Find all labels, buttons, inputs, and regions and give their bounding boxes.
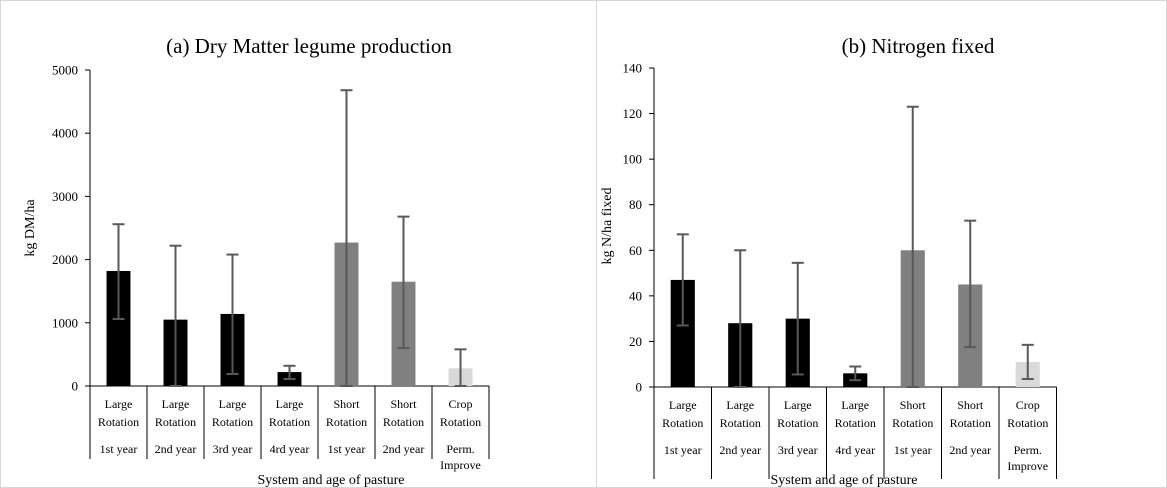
bar — [106, 270, 131, 386]
category-label: Improve — [1007, 459, 1048, 473]
y-tick-label: 3000 — [52, 189, 78, 204]
chart-nitrogen-fixed: (b) Nitrogen fixed kg N/ha fixed System an… — [600, 34, 1057, 488]
x-axis-label: System and age of pasture — [258, 473, 405, 488]
category-label: Rotation — [892, 416, 933, 430]
category-label: Improve — [440, 458, 481, 472]
category-label: Large — [162, 397, 190, 411]
category-label: 1st year — [894, 443, 932, 457]
category-label: Large — [276, 397, 304, 411]
panel-divider — [596, 0, 597, 488]
category-label: 1st year — [328, 442, 366, 456]
category-label: 4rd year — [835, 443, 875, 457]
y-tick-label: 0 — [72, 379, 79, 394]
y-tick-label: 120 — [623, 106, 643, 121]
category-label: 3rd year — [213, 442, 253, 456]
x-axis-label: System and age of pasture — [771, 473, 918, 488]
category-label: Rotation — [777, 416, 818, 430]
category-label: Large — [219, 397, 247, 411]
category-label: Rotation — [98, 415, 139, 429]
category-label: 1st year — [100, 442, 138, 456]
category-label: Rotation — [662, 416, 703, 430]
category-label: 3rd year — [778, 443, 818, 457]
category-label: Short — [957, 398, 984, 412]
category-label: 2nd year — [155, 442, 197, 456]
category-label: 2nd year — [383, 442, 425, 456]
category-label: Crop — [449, 397, 473, 411]
category-label: Perm. — [446, 442, 474, 456]
category-label: Rotation — [212, 415, 253, 429]
chart-title: (b) Nitrogen fixed — [842, 34, 995, 58]
category-label: Large — [726, 398, 754, 412]
category-label: Short — [333, 397, 360, 411]
y-tick-label: 100 — [623, 152, 643, 167]
y-tick-label: 40 — [629, 288, 642, 303]
category-label: Perm. — [1014, 443, 1042, 457]
category-label: Crop — [1016, 398, 1040, 412]
category-label: Rotation — [326, 415, 367, 429]
category-label: 2nd year — [719, 443, 761, 457]
category-label: Large — [841, 398, 869, 412]
y-tick-label: 140 — [623, 61, 643, 76]
y-tick-label: 80 — [629, 197, 642, 212]
y-tick-label: 2000 — [52, 252, 78, 267]
y-axis-label: kg DM/ha — [23, 199, 38, 257]
category-label: Short — [900, 398, 927, 412]
chart-title: (a) Dry Matter legume production — [166, 34, 452, 58]
category-label: Rotation — [720, 416, 761, 430]
category-label: Rotation — [383, 415, 424, 429]
category-label: Rotation — [440, 415, 481, 429]
category-label: Short — [390, 397, 417, 411]
y-tick-label: 60 — [629, 243, 642, 258]
y-tick-label: 1000 — [52, 315, 78, 330]
category-label: Rotation — [1007, 416, 1048, 430]
category-label: Rotation — [269, 415, 310, 429]
y-tick-label: 0 — [636, 380, 643, 395]
y-tick-label: 4000 — [52, 126, 78, 141]
y-tick-label: 20 — [629, 334, 642, 349]
y-tick-label: 5000 — [52, 63, 78, 78]
category-label: Large — [669, 398, 697, 412]
category-label: Large — [105, 397, 133, 411]
y-axis-label: kg N/ha fixed — [600, 188, 615, 265]
category-label: Rotation — [835, 416, 876, 430]
category-label: 2nd year — [949, 443, 991, 457]
category-label: 4rd year — [270, 442, 310, 456]
category-label: Rotation — [950, 416, 991, 430]
category-label: 1st year — [664, 443, 702, 457]
category-label: Large — [784, 398, 812, 412]
chart-dry-matter: (a) Dry Matter legume production kg DM/ha… — [23, 34, 490, 488]
category-label: Rotation — [155, 415, 196, 429]
